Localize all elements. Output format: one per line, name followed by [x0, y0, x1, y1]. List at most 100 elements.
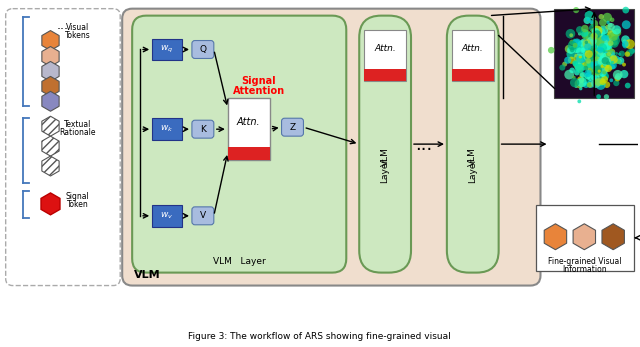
- Circle shape: [588, 33, 595, 39]
- Polygon shape: [42, 61, 59, 81]
- Circle shape: [589, 55, 595, 62]
- Circle shape: [592, 44, 598, 50]
- Circle shape: [598, 54, 605, 61]
- Circle shape: [577, 58, 585, 66]
- Text: Z: Z: [289, 123, 296, 132]
- Bar: [364, 29, 406, 81]
- Circle shape: [625, 83, 630, 88]
- Circle shape: [604, 59, 611, 65]
- Circle shape: [593, 65, 602, 74]
- Circle shape: [596, 39, 605, 48]
- Circle shape: [577, 55, 583, 60]
- Circle shape: [598, 51, 603, 56]
- Circle shape: [600, 65, 604, 68]
- Text: $w_k$: $w_k$: [161, 124, 173, 134]
- Circle shape: [577, 42, 580, 46]
- Circle shape: [593, 40, 602, 48]
- Text: $w_q$: $w_q$: [161, 44, 173, 55]
- Text: Textual: Textual: [64, 120, 91, 129]
- Circle shape: [589, 60, 599, 69]
- Bar: [152, 205, 182, 227]
- Circle shape: [605, 48, 611, 54]
- Circle shape: [607, 43, 612, 49]
- Circle shape: [600, 78, 605, 82]
- Circle shape: [600, 52, 606, 58]
- Text: Attn.: Attn.: [462, 44, 484, 53]
- Circle shape: [562, 61, 567, 67]
- Circle shape: [598, 57, 602, 61]
- Circle shape: [566, 29, 575, 39]
- Circle shape: [599, 40, 604, 45]
- Circle shape: [593, 67, 601, 75]
- Circle shape: [584, 70, 592, 77]
- Circle shape: [598, 78, 604, 84]
- Circle shape: [584, 11, 594, 20]
- Circle shape: [610, 18, 614, 22]
- Circle shape: [596, 71, 603, 77]
- Circle shape: [609, 49, 615, 56]
- Circle shape: [580, 49, 585, 53]
- Circle shape: [603, 13, 612, 22]
- Circle shape: [585, 62, 593, 70]
- Circle shape: [584, 41, 588, 44]
- Circle shape: [595, 78, 602, 86]
- Circle shape: [607, 23, 615, 31]
- Circle shape: [587, 80, 595, 88]
- Circle shape: [587, 55, 593, 61]
- Circle shape: [599, 68, 602, 72]
- Bar: [452, 29, 493, 81]
- Circle shape: [605, 42, 612, 50]
- Circle shape: [600, 63, 609, 71]
- Circle shape: [584, 62, 589, 68]
- Circle shape: [596, 53, 601, 59]
- Text: Figure 3: The workflow of ARS showing fine-grained visual: Figure 3: The workflow of ARS showing fi…: [188, 332, 451, 341]
- Circle shape: [597, 36, 605, 43]
- Circle shape: [566, 49, 577, 59]
- Circle shape: [629, 48, 635, 54]
- Circle shape: [600, 70, 606, 77]
- Circle shape: [590, 38, 597, 44]
- Circle shape: [589, 53, 598, 62]
- Circle shape: [589, 20, 594, 24]
- Circle shape: [578, 41, 584, 47]
- Circle shape: [574, 61, 584, 71]
- Circle shape: [612, 55, 620, 64]
- Circle shape: [589, 67, 593, 70]
- Circle shape: [569, 46, 575, 52]
- Circle shape: [622, 41, 628, 47]
- Circle shape: [602, 57, 611, 66]
- Circle shape: [586, 72, 591, 77]
- Circle shape: [618, 59, 621, 63]
- Circle shape: [594, 56, 598, 60]
- Circle shape: [600, 53, 607, 60]
- Circle shape: [602, 35, 607, 39]
- Circle shape: [626, 49, 633, 57]
- Circle shape: [586, 54, 594, 62]
- Circle shape: [587, 39, 596, 49]
- Circle shape: [564, 70, 574, 79]
- Circle shape: [615, 60, 619, 64]
- Circle shape: [576, 54, 586, 64]
- Circle shape: [596, 44, 605, 52]
- Circle shape: [588, 56, 593, 60]
- Circle shape: [587, 74, 594, 81]
- Circle shape: [600, 40, 607, 46]
- Polygon shape: [573, 224, 595, 250]
- Text: ...: ...: [415, 136, 433, 154]
- Circle shape: [579, 55, 582, 58]
- Circle shape: [583, 82, 589, 88]
- Circle shape: [573, 40, 580, 46]
- Circle shape: [574, 70, 580, 75]
- Circle shape: [607, 52, 611, 56]
- Circle shape: [601, 37, 608, 44]
- Circle shape: [601, 53, 609, 60]
- Circle shape: [587, 48, 590, 51]
- Circle shape: [609, 66, 613, 70]
- Circle shape: [596, 78, 605, 86]
- Circle shape: [586, 60, 595, 68]
- Text: Tokens: Tokens: [65, 31, 90, 40]
- Circle shape: [599, 19, 607, 26]
- Circle shape: [600, 64, 607, 71]
- Circle shape: [593, 36, 599, 41]
- Circle shape: [598, 39, 608, 48]
